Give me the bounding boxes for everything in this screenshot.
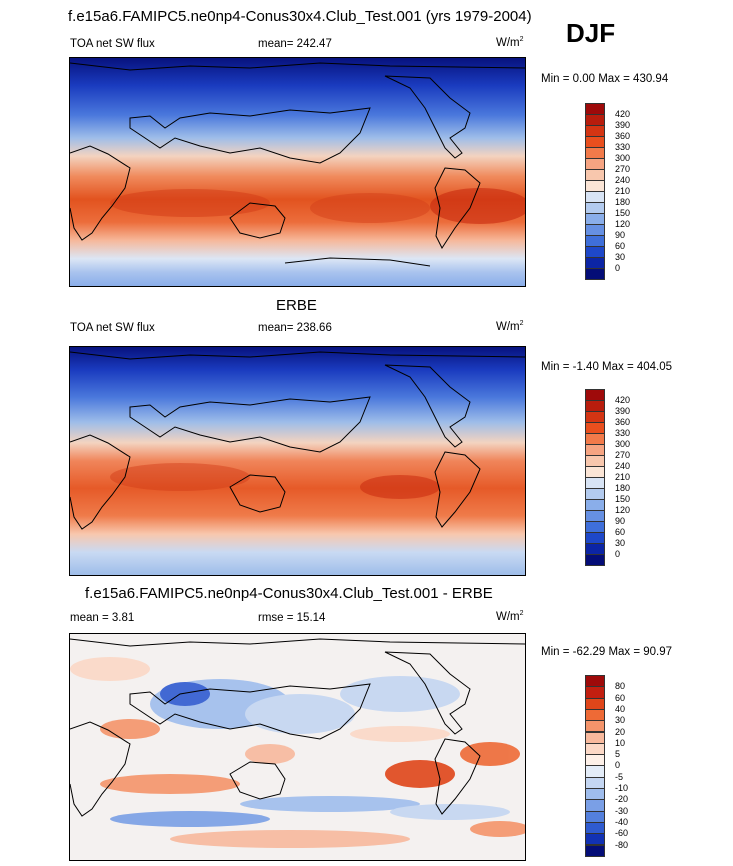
colorbar-label: 90: [615, 230, 626, 240]
colorbar-label: 390: [615, 406, 631, 416]
panel3-mean: mean = 3.81: [70, 612, 135, 624]
colorbar-label: 0: [615, 263, 621, 273]
colorbar-label: 30: [615, 538, 626, 548]
panel2-mean: mean= 238.66: [258, 322, 332, 334]
colorbar-label: 270: [615, 450, 631, 460]
colorbar-label: 150: [615, 208, 631, 218]
colorbar-label: 0: [615, 549, 621, 559]
colorbar-label: 180: [615, 197, 631, 207]
panel2-colorbar: 420 390 360 330 300 270 240 210 180 150 120 90 60 30 0: [585, 389, 655, 569]
panel2-minmax: Min = -1.40 Max = 404.05: [541, 361, 673, 373]
colorbar-label: -10: [615, 783, 629, 793]
panel3-units: W/m2: [496, 610, 524, 623]
colorbar-label: 120: [615, 505, 631, 515]
panel3-colorbar: 80 60 40 30 20 10 5 0 -5 -10 -20 -30 -40 -60 -80: [585, 675, 655, 860]
panel1-units: W/m2: [496, 36, 524, 49]
colorbar-label: 330: [615, 142, 631, 152]
colorbar-label: 420: [615, 395, 631, 405]
colorbar-label: 420: [615, 109, 631, 119]
colorbar-label: -60: [615, 828, 629, 839]
panel1-map-canvas: [70, 58, 525, 286]
colorbar-label: 80: [615, 681, 626, 692]
colorbar-label: 60: [615, 527, 626, 537]
colorbar-label: 300: [615, 153, 631, 163]
colorbar-label: -80: [615, 839, 629, 850]
colorbar-label: -20: [615, 794, 629, 805]
colorbar-label: 360: [615, 131, 631, 141]
colorbar-label: 60: [615, 692, 626, 703]
colorbar-label: 30: [615, 715, 626, 726]
panel1-minmax: Min = 0.00 Max = 430.94: [541, 73, 669, 85]
panel2-units: W/m2: [496, 320, 524, 333]
colorbar-label: 60: [615, 241, 626, 251]
colorbar-label: 210: [615, 472, 631, 482]
panel2-map: [69, 346, 526, 576]
figure-title: f.e15a6.FAMIPC5.ne0np4-Conus30x4.Club_Te…: [68, 8, 532, 25]
colorbar-label: 0: [615, 760, 621, 771]
panel1-map: [69, 57, 526, 287]
panel2-map-canvas: [70, 347, 525, 575]
panel1-variable: TOA net SW flux: [70, 38, 155, 50]
colorbar-label: 5: [615, 749, 621, 760]
panel3-rmse: rmse = 15.14: [258, 612, 326, 624]
colorbar-label: 240: [615, 461, 631, 471]
colorbar-label: 300: [615, 439, 631, 449]
colorbar-label: 20: [615, 726, 626, 737]
colorbar-label: 150: [615, 494, 631, 504]
colorbar-label: 390: [615, 120, 631, 130]
colorbar-label: 40: [615, 703, 626, 714]
colorbar-label: 10: [615, 737, 626, 748]
panel2-title: ERBE: [276, 297, 317, 314]
colorbar-label: 330: [615, 428, 631, 438]
colorbar-label: -40: [615, 816, 629, 827]
colorbar-label: -30: [615, 805, 629, 816]
colorbar-label: 360: [615, 417, 631, 427]
colorbar-label: 270: [615, 164, 631, 174]
panel3-map-canvas: [70, 634, 525, 860]
panel3-title: f.e15a6.FAMIPC5.ne0np4-Conus30x4.Club_Te…: [85, 585, 493, 602]
panel1-mean: mean= 242.47: [258, 38, 332, 50]
colorbar-label: 90: [615, 516, 626, 526]
panel3-map: [69, 633, 526, 861]
colorbar-label: 120: [615, 219, 631, 229]
panel3-minmax: Min = -62.29 Max = 90.97: [541, 646, 673, 658]
panel1-colorbar: 420 390 360 330 300 270 240 210 180 150 120 90 60 30 0: [585, 103, 655, 283]
colorbar-label: 30: [615, 252, 626, 262]
colorbar-label: 210: [615, 186, 631, 196]
colorbar-swatch: [585, 844, 605, 857]
season-label: DJF: [566, 18, 616, 48]
colorbar-swatch: [585, 554, 605, 566]
panel2-variable: TOA net SW flux: [70, 322, 155, 334]
colorbar-label: 240: [615, 175, 631, 185]
colorbar-label: 180: [615, 483, 631, 493]
colorbar-swatch: [585, 268, 605, 280]
colorbar-label: -5: [615, 771, 624, 782]
